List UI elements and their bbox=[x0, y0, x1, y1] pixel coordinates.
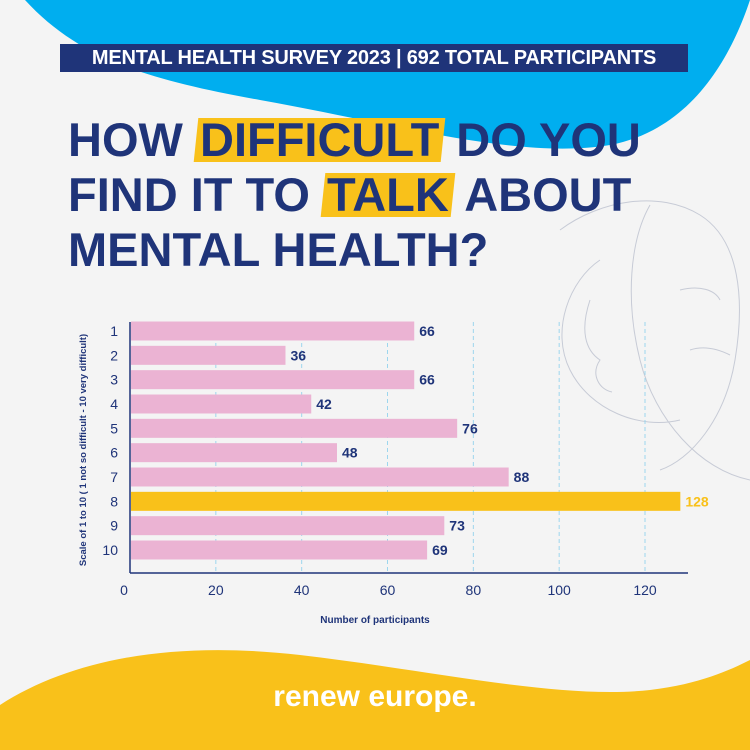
x-axis-label: Number of participants bbox=[320, 615, 430, 626]
bar-7 bbox=[131, 467, 509, 487]
bar-2 bbox=[131, 345, 286, 365]
title-text: DO YOU bbox=[456, 113, 641, 166]
y-tick-label: 8 bbox=[110, 493, 118, 509]
y-tick-label: 9 bbox=[110, 518, 118, 534]
y-tick-label: 10 bbox=[102, 542, 118, 558]
y-tick-label: 4 bbox=[110, 396, 118, 412]
blue-wave bbox=[25, 0, 750, 149]
y-tick-label: 6 bbox=[110, 445, 118, 461]
x-tick-label: 40 bbox=[294, 582, 310, 598]
x-tick-label: 100 bbox=[547, 582, 571, 598]
title-text: ABOUT bbox=[464, 168, 632, 221]
y-tick-label: 1 bbox=[110, 323, 118, 339]
bar-1 bbox=[131, 321, 415, 341]
survey-banner: MENTAL HEALTH SURVEY 2023 | 692 TOTAL PA… bbox=[60, 44, 688, 72]
bar-value-label: 128 bbox=[685, 493, 709, 509]
bar-8 bbox=[131, 491, 681, 511]
title-line-1: HOW DIFFICULT DO YOU bbox=[68, 112, 641, 167]
page-title: HOW DIFFICULT DO YOU FIND IT TO TALK ABO… bbox=[68, 112, 641, 277]
bar-value-label: 88 bbox=[514, 469, 530, 485]
y-tick-label: 3 bbox=[110, 372, 118, 388]
yellow-wave bbox=[0, 650, 750, 750]
title-line-2: FIND IT TO TALK ABOUT bbox=[68, 167, 641, 222]
x-tick-label: 60 bbox=[380, 582, 396, 598]
bar-value-label: 66 bbox=[419, 372, 435, 388]
bar-value-label: 66 bbox=[419, 323, 435, 339]
bar-value-label: 36 bbox=[291, 347, 307, 363]
title-line-3: MENTAL HEALTH? bbox=[68, 223, 489, 276]
x-tick-label: 80 bbox=[466, 582, 482, 598]
bar-value-label: 76 bbox=[462, 420, 478, 436]
bar-value-label: 69 bbox=[432, 542, 448, 558]
x-tick-label: 120 bbox=[633, 582, 657, 598]
bar-6 bbox=[131, 443, 337, 463]
y-tick-label: 7 bbox=[110, 469, 118, 485]
brand-logo: renew europe. bbox=[273, 680, 477, 713]
y-tick-label: 5 bbox=[110, 420, 118, 436]
title-text: FIND IT TO bbox=[68, 168, 310, 221]
x-tick-label: 0 bbox=[120, 582, 128, 598]
bar-9 bbox=[131, 516, 445, 536]
bar-value-label: 73 bbox=[449, 518, 465, 534]
bar-10 bbox=[131, 540, 428, 560]
bar-4 bbox=[131, 394, 312, 414]
bar-value-label: 42 bbox=[316, 396, 332, 412]
y-tick-label: 2 bbox=[110, 347, 118, 363]
x-tick-label: 20 bbox=[208, 582, 224, 598]
y-axis-label: Scale of 1 to 10 ( 1 not so difficult - … bbox=[78, 334, 89, 566]
title-text: HOW bbox=[68, 113, 183, 166]
bar-3 bbox=[131, 370, 415, 390]
bar-value-label: 48 bbox=[342, 445, 358, 461]
faces-line-drawing bbox=[559, 200, 750, 481]
bar-5 bbox=[131, 418, 458, 438]
